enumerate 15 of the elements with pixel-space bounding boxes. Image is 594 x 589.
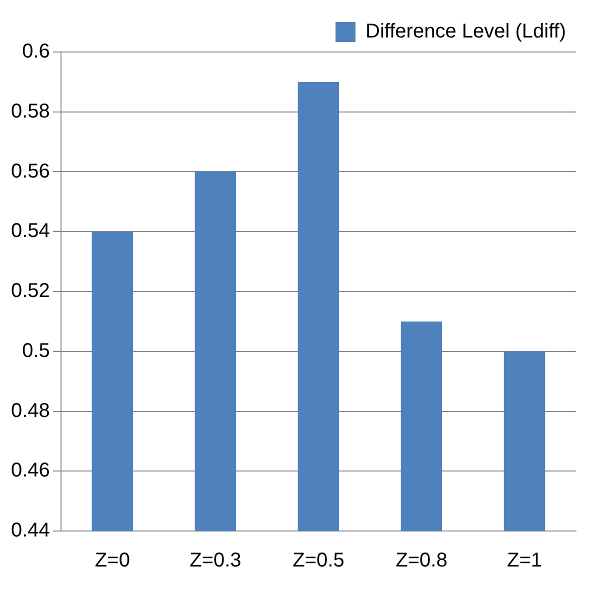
y-tick-label: 0.58 — [10, 100, 50, 122]
y-tick-label: 0.5 — [22, 340, 50, 362]
x-tick-label: Z=1 — [506, 550, 542, 572]
y-tick-label: 0.44 — [10, 520, 50, 542]
y-tick-label: 0.54 — [10, 220, 50, 242]
x-tick-label: Z=0 — [94, 550, 130, 572]
legend-label: Difference Level (Ldiff) — [366, 20, 566, 43]
y-tick-label: 0.6 — [22, 40, 50, 63]
x-tick-label: Z=0.5 — [292, 550, 344, 572]
x-tick-label: Z=0.3 — [190, 550, 242, 572]
x-tick-label: Z=0.8 — [396, 550, 448, 572]
y-tick-label: 0.48 — [10, 400, 50, 422]
y-tick-label: 0.46 — [10, 460, 50, 482]
y-tick-label: 0.52 — [10, 280, 50, 302]
y-tick-label: 0.56 — [10, 160, 50, 182]
